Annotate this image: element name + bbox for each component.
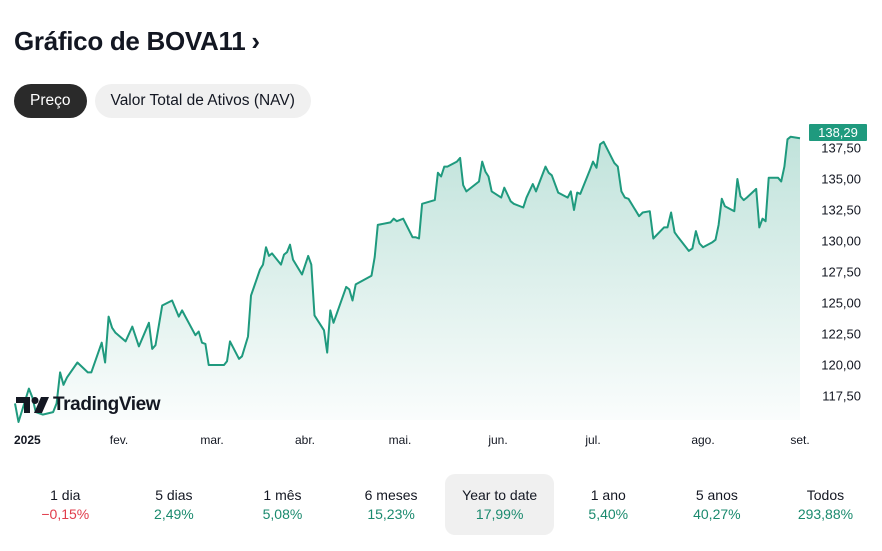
period-label: Year to date [462,487,538,503]
x-tick-label: mai. [389,433,412,447]
period-1-day[interactable]: 1 dia −0,15% [11,474,120,535]
period-change: 40,27% [693,506,741,522]
y-tick-label: 135,00 [821,172,861,187]
tab-nav[interactable]: Valor Total de Ativos (NAV) [94,84,311,118]
period-label: Todos [806,487,845,503]
last-price-label: 138,29 [809,124,867,141]
tradingview-logo[interactable]: TradingView [16,394,161,416]
period-1-month[interactable]: 1 mês 5,08% [228,474,337,535]
period-label: 6 meses [364,487,418,503]
x-tick-label: set. [790,433,809,447]
chart-title-link[interactable]: Gráfico de BOVA11 › [14,26,260,57]
period-change: 5,40% [588,506,629,522]
y-tick-label: 117,50 [822,389,861,404]
period-label: 1 dia [50,487,81,503]
period-year-to-date[interactable]: Year to date 17,99% [445,474,554,535]
chart-type-tabs: Preço Valor Total de Ativos (NAV) [14,84,311,118]
period-all[interactable]: Todos 293,88% [771,474,880,535]
period-change: 17,99% [475,506,524,522]
y-tick-label: 120,00 [821,358,861,373]
period-5-years[interactable]: 5 anos 40,27% [663,474,772,535]
tradingview-logo-icon [16,397,49,413]
last-price-value: 138,29 [818,125,858,140]
x-tick-label: mar. [200,433,223,447]
x-tick-label: ago. [691,433,714,447]
page-title: Gráfico de BOVA11 [14,26,246,56]
x-tick-label: jun. [487,433,507,447]
price-area-fill [15,136,800,423]
chevron-right-icon: › [251,26,260,56]
tab-price[interactable]: Preço [14,84,87,118]
period-change: −0,15% [41,506,90,522]
period-selector: 1 dia −0,15% 5 dias 2,49% 1 mês 5,08% 6 mes… [11,474,880,535]
period-change: 2,49% [154,506,194,522]
period-label: 5 anos [695,487,738,503]
last-price-label-bg [809,124,867,141]
x-tick-label: 2025 [14,433,41,447]
period-1-year[interactable]: 1 ano 5,40% [554,474,663,535]
x-tick-label: fev. [110,433,128,447]
period-label: 1 mês [263,487,302,503]
y-tick-label: 127,50 [821,265,861,280]
period-change: 15,23% [367,506,415,522]
y-tick-label: 125,00 [821,296,861,311]
period-change: 293,88% [797,506,854,522]
period-label: 5 dias [155,487,193,503]
period-6-months[interactable]: 6 meses 15,23% [337,474,446,535]
period-change: 5,08% [262,506,303,522]
x-tick-label: jul. [584,433,600,447]
y-tick-label: 137,50 [821,141,861,156]
price-line [14,135,801,423]
tradingview-logo-text: TradingView [53,394,161,415]
y-tick-label: 130,00 [821,234,861,249]
x-tick-label: abr. [295,433,315,447]
period-5-days[interactable]: 5 dias 2,49% [120,474,229,535]
period-label: 1 ano [590,487,626,503]
y-tick-label: 122,50 [821,327,861,342]
y-tick-label: 132,50 [821,203,861,218]
